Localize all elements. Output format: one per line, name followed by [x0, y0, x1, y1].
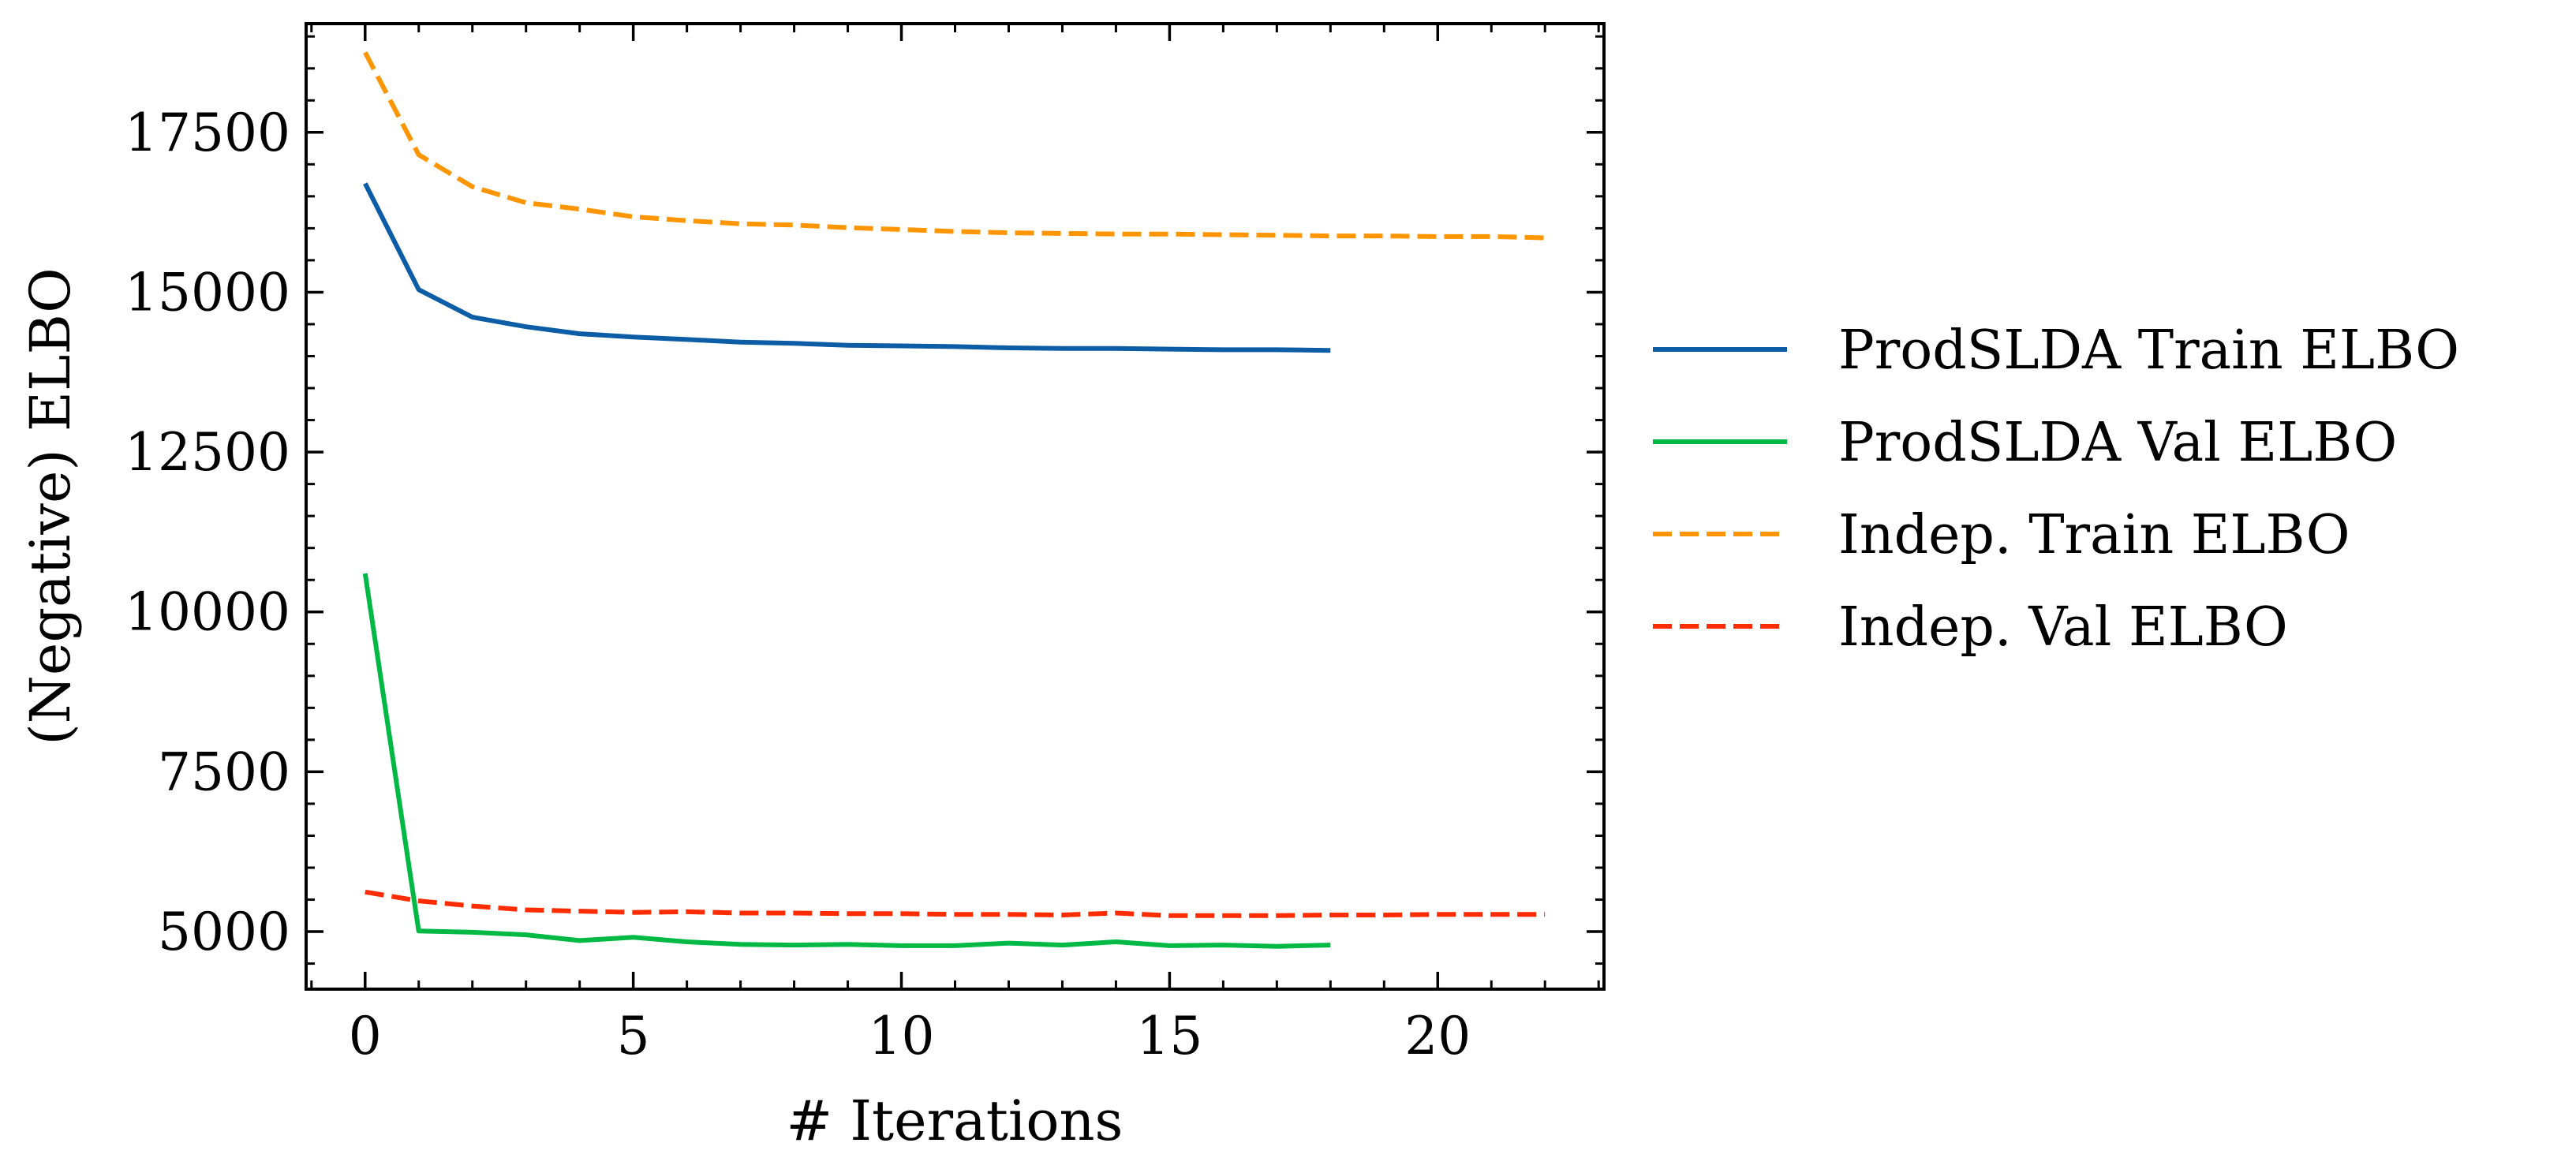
y-tick-labels: 5000 7500 10000 12500 15000 17500	[125, 103, 290, 962]
x-tick-label: 0	[349, 1006, 382, 1066]
legend: ProdSLDA Train ELBO ProdSLDA Val ELBO Inde…	[1653, 319, 2459, 659]
x-tick-label: 15	[1136, 1006, 1202, 1066]
y-tick-label: 7500	[158, 741, 290, 802]
y-tick-label: 17500	[125, 103, 290, 163]
y-axis-label: (Negative) ELBO	[18, 267, 83, 745]
x-axis-label: # Iterations	[787, 1089, 1123, 1153]
major-ticks	[306, 24, 1604, 989]
x-tick-label: 20	[1404, 1006, 1471, 1066]
y-tick-label: 10000	[125, 582, 290, 643]
plot-frame	[305, 22, 1606, 991]
legend-label-3: Indep. Train ELBO	[1838, 504, 2350, 566]
series-line-2	[362, 573, 1331, 949]
series-lines	[362, 51, 1546, 949]
y-tick-label: 12500	[125, 422, 290, 483]
x-tick-label: 10	[869, 1006, 935, 1066]
legend-label-4: Indep. Val ELBO	[1838, 596, 2288, 659]
series-line-3	[363, 51, 1546, 241]
series-line-1	[363, 182, 1331, 353]
x-tick-labels: 0 5 10 15 20	[349, 1006, 1471, 1066]
y-tick-label: 15000	[125, 262, 290, 323]
series-line-4	[365, 889, 1546, 918]
legend-label-1: ProdSLDA Train ELBO	[1838, 319, 2459, 382]
y-tick-label: 5000	[158, 902, 290, 962]
x-tick-label: 5	[617, 1006, 650, 1066]
legend-label-2: ProdSLDA Val ELBO	[1838, 412, 2397, 474]
